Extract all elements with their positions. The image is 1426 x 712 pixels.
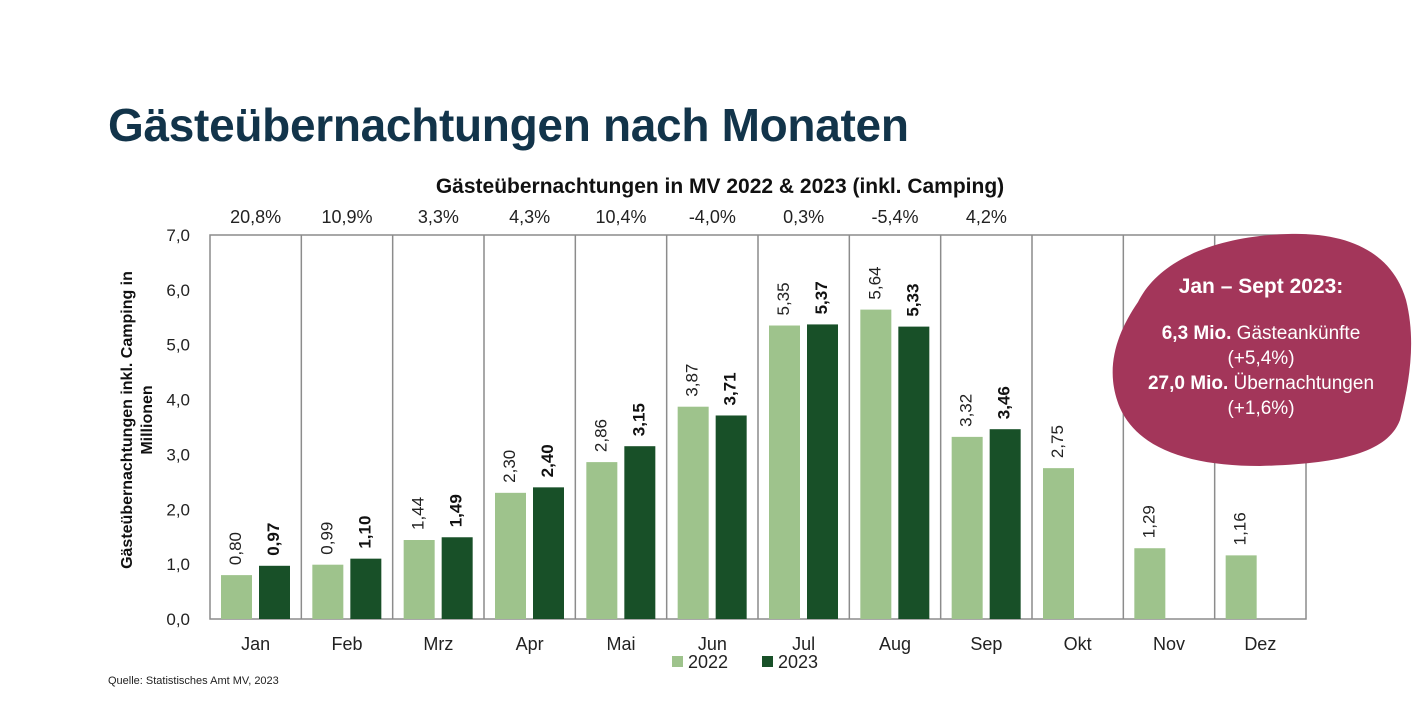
data-label-2023: 3,46 xyxy=(995,386,1014,419)
bar-2022-aug xyxy=(860,309,892,619)
bar-2022-jan xyxy=(221,575,252,619)
data-label-2022: 3,32 xyxy=(957,394,976,427)
change-label: 0,3% xyxy=(783,207,824,227)
data-label-2022: 0,80 xyxy=(226,532,245,565)
x-tick-label: Okt xyxy=(1064,634,1092,654)
change-label: -5,4% xyxy=(871,207,918,227)
change-label: -4,0% xyxy=(689,207,736,227)
data-label-2023: 3,15 xyxy=(629,403,648,436)
bar-2022-mrz xyxy=(403,540,435,619)
data-label-2023: 3,71 xyxy=(721,372,740,405)
data-label-2022: 2,86 xyxy=(591,419,610,452)
callout-line-arrivals: 6,3 Mio. Gästeankünfte xyxy=(1110,321,1412,346)
change-label: 4,3% xyxy=(509,207,550,227)
x-tick-label: Jun xyxy=(698,634,727,654)
bar-2023-feb xyxy=(350,558,382,619)
x-tick-label: Mrz xyxy=(423,634,453,654)
callout-arrivals-label: Gästeankünfte xyxy=(1231,323,1361,344)
data-label-2022: 5,35 xyxy=(774,282,793,315)
data-label-2023: 5,37 xyxy=(812,281,831,314)
x-tick-label: Dez xyxy=(1244,634,1276,654)
legend-label-2022: 2022 xyxy=(688,652,728,672)
change-label: 10,4% xyxy=(595,207,646,227)
legend-swatch-2023 xyxy=(762,656,773,667)
chart-title: Gästeübernachtungen in MV 2022 & 2023 (i… xyxy=(436,175,1004,198)
callout-arrivals-value: 6,3 Mio. xyxy=(1161,323,1232,344)
x-tick-label: Nov xyxy=(1153,634,1185,654)
page-title: Gästeübernachtungen nach Monaten xyxy=(108,99,909,151)
y-tick-label: 1,0 xyxy=(166,555,190,574)
y-tick-label: 5,0 xyxy=(166,336,190,355)
data-label-2022: 2,75 xyxy=(1048,425,1067,458)
y-tick-label: 6,0 xyxy=(166,281,190,300)
change-label: 3,3% xyxy=(418,207,459,227)
y-tick-label: 4,0 xyxy=(166,391,190,410)
bar-2023-sep xyxy=(989,429,1021,619)
change-label: 4,2% xyxy=(966,207,1007,227)
bar-2022-jul xyxy=(769,325,800,619)
data-label-2022: 1,16 xyxy=(1231,512,1250,545)
x-tick-label: Feb xyxy=(331,634,362,654)
bar-2023-mrz xyxy=(441,537,473,619)
change-label: 10,9% xyxy=(321,207,372,227)
bar-2022-okt xyxy=(1043,468,1074,619)
callout-line-overnights: 27,0 Mio. Übernachtungen xyxy=(1110,371,1412,396)
callout-blob-shape xyxy=(1112,233,1412,466)
callout-overnights-label: Übernachtungen xyxy=(1228,373,1375,394)
source-note: Quelle: Statistisches Amt MV, 2023 xyxy=(108,675,279,687)
y-tick-label: 7,0 xyxy=(166,226,190,245)
data-label-2022: 1,44 xyxy=(409,497,428,530)
data-label-2023: 0,97 xyxy=(264,523,283,556)
bar-2023-mai xyxy=(624,446,656,619)
callout-overnights-value: 27,0 Mio. xyxy=(1147,373,1229,394)
callout-text: Jan – Sept 2023: 6,3 Mio. Gästeankünfte … xyxy=(1110,274,1412,421)
legend-swatch-2022 xyxy=(672,656,683,667)
data-label-2023: 2,40 xyxy=(538,444,557,477)
y-tick-label: 2,0 xyxy=(166,500,190,519)
bar-2023-jul xyxy=(807,324,838,619)
bar-2022-jun xyxy=(677,406,709,619)
bar-2023-apr xyxy=(533,487,564,619)
bar-2023-aug xyxy=(898,326,930,619)
x-tick-label: Mai xyxy=(606,634,635,654)
callout-arrivals-change: (+5,4%) xyxy=(1227,348,1295,369)
x-tick-label: Apr xyxy=(516,634,544,654)
x-tick-label: Jan xyxy=(241,634,270,654)
y-axis-label: Gästeübernachtungen inkl. Camping in Mill… xyxy=(119,271,156,569)
x-tick-label: Aug xyxy=(879,634,911,654)
data-label-2022: 0,99 xyxy=(317,522,336,555)
data-label-2023: 1,10 xyxy=(355,516,374,549)
data-label-2023: 5,33 xyxy=(903,284,922,317)
bar-2022-sep xyxy=(951,436,983,619)
bar-2022-mai xyxy=(586,462,618,619)
bar-2022-feb xyxy=(312,564,344,619)
y-tick-label: 3,0 xyxy=(166,445,190,464)
y-tick-label: 0,0 xyxy=(166,610,190,629)
callout-heading: Jan – Sept 2023: xyxy=(1178,275,1344,298)
bar-2023-jan xyxy=(259,565,290,619)
legend-label-2023: 2023 xyxy=(778,652,818,672)
summary-callout: Jan – Sept 2023: 6,3 Mio. Gästeankünfte … xyxy=(1110,230,1412,466)
data-label-2022: 5,64 xyxy=(865,267,884,300)
callout-overnights-change: (+1,6%) xyxy=(1227,398,1295,419)
data-label-2022: 2,30 xyxy=(500,450,519,483)
bar-2022-dez xyxy=(1225,555,1257,619)
x-tick-label: Jul xyxy=(792,634,815,654)
bar-2023-jun xyxy=(715,415,747,619)
bar-2022-nov xyxy=(1134,548,1166,619)
data-label-2023: 1,49 xyxy=(447,494,466,527)
bar-2022-apr xyxy=(495,492,526,619)
change-label: 20,8% xyxy=(230,207,281,227)
x-tick-label: Sep xyxy=(970,634,1002,654)
data-label-2022: 3,87 xyxy=(683,364,702,397)
data-label-2022: 1,29 xyxy=(1139,505,1158,538)
